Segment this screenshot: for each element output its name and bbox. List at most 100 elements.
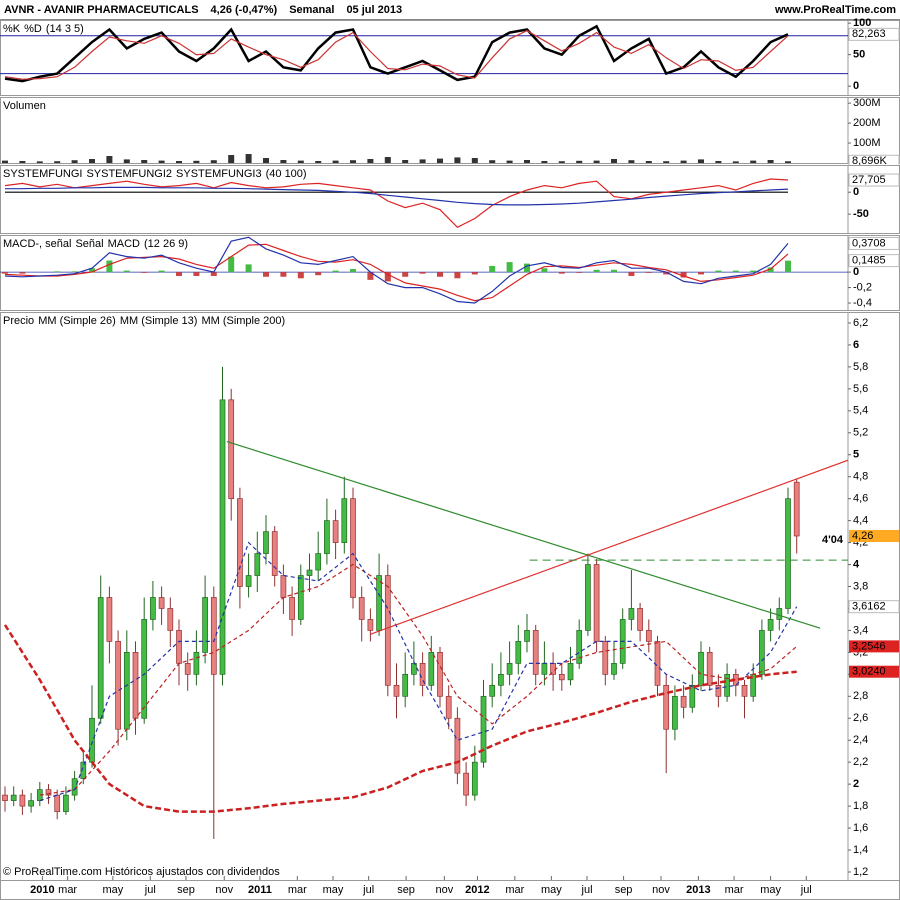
value-marker [848, 600, 900, 614]
histogram-bar [228, 256, 235, 273]
header-text: 4,26 (-0,47%) [211, 4, 278, 16]
candle-body [158, 597, 165, 609]
legend-label: SYSTEMFUNGI [3, 168, 82, 180]
candle-body [715, 684, 722, 697]
histogram-bar [558, 272, 565, 274]
y-tick-label: -0,4 [853, 297, 872, 309]
candle-body [271, 531, 278, 576]
x-tick-label: mar [725, 884, 744, 896]
volume-bar [71, 160, 78, 163]
volume-bar [158, 160, 165, 163]
y-tick-label: 3,8 [853, 580, 868, 592]
panel-frame [0, 97, 900, 164]
volume-bar [489, 160, 496, 163]
candle-body [376, 575, 382, 631]
volume-bar [280, 160, 287, 163]
candle-body [315, 553, 322, 571]
volume-bar [89, 159, 95, 163]
x-tick-label: may [760, 884, 781, 896]
histogram-bar [332, 270, 339, 273]
candle-body [428, 652, 435, 686]
candle-body [176, 630, 182, 664]
candle-body [567, 663, 574, 681]
site-link: www.ProRealTime.com [774, 4, 896, 16]
histogram-bar [785, 260, 791, 273]
candle-body [350, 498, 356, 598]
histogram-bar [384, 272, 391, 282]
legend-label: (40 100) [266, 168, 307, 180]
y-tick-label: 100M [853, 137, 881, 149]
histogram-bar [524, 263, 530, 273]
histogram-bar [611, 269, 617, 273]
value-marker-label: 3,0240 [852, 666, 886, 678]
volume-bar [123, 159, 130, 163]
y-tick-label: 4,4 [853, 515, 868, 527]
value-marker-label: 27,705 [852, 174, 886, 186]
candle-body [393, 684, 400, 697]
candle-body [184, 663, 191, 675]
x-tick-label: 2011 [248, 884, 272, 896]
header-text: AVNR - AVANIR PHARMACEUTICALS [4, 4, 199, 16]
candle-body [115, 641, 121, 730]
volume-bar [176, 161, 182, 163]
candle-body [524, 630, 530, 642]
legend-label: (14 3 5) [46, 23, 84, 35]
volume-bar [471, 158, 478, 163]
y-tick-label: 0 [853, 266, 859, 278]
candle-body [132, 652, 139, 719]
candle-body [463, 772, 469, 796]
candle-body [793, 481, 800, 537]
y-tick-label: 5 [853, 449, 859, 461]
volume-bar [297, 160, 304, 163]
candle-body [63, 794, 69, 812]
candle-body [480, 695, 487, 763]
plot-area [4, 178, 789, 229]
histogram-bar [2, 272, 8, 274]
candle-body [10, 794, 17, 801]
histogram-bar [123, 270, 130, 273]
volume-bar [732, 161, 739, 163]
trend-line [226, 440, 821, 629]
histogram-bar [489, 265, 496, 273]
series-line [5, 186, 789, 206]
candle-body [202, 597, 208, 653]
candle-body [228, 399, 235, 500]
volume-bar [680, 160, 687, 163]
candle-body [445, 695, 452, 719]
candle-body [219, 399, 226, 675]
volume-bar [2, 160, 8, 163]
x-tick-label: mar [58, 884, 77, 896]
x-tick-label: jul [800, 884, 812, 896]
legend-label: Señal [75, 238, 103, 250]
header-text: Semanal [289, 4, 334, 16]
x-tick-label: sep [615, 884, 633, 896]
series-line [4, 178, 789, 229]
histogram-bar [106, 260, 113, 273]
x-tick-label: nov [435, 884, 453, 896]
volume-bar [524, 160, 530, 163]
value-marker [848, 173, 900, 187]
candle-body [341, 498, 348, 543]
histogram-bar [645, 272, 652, 273]
value-marker-label: 0,3708 [852, 237, 886, 249]
histogram-bar [628, 272, 635, 276]
volume-bar [193, 160, 200, 163]
candle-body [123, 652, 130, 730]
histogram-bar [350, 269, 356, 273]
candle-body [541, 663, 548, 675]
x-tick-label: may [323, 884, 344, 896]
y-tick-label: 5,8 [853, 361, 868, 373]
y-tick-label: 1,6 [853, 822, 868, 834]
y-tick-label: -50 [853, 208, 869, 220]
y-tick-label: 5,2 [853, 427, 868, 439]
histogram-bar [715, 270, 722, 273]
volume-bar [263, 158, 269, 163]
plot-area [2, 154, 791, 163]
candle-body [506, 663, 513, 675]
volume-bar [210, 160, 217, 163]
y-tick-label: 0 [853, 186, 859, 198]
legend-label: SYSTEMFUNGI3 [176, 168, 262, 180]
histogram-bar [176, 272, 182, 276]
candle-body [254, 553, 261, 576]
candle-body [645, 630, 652, 642]
